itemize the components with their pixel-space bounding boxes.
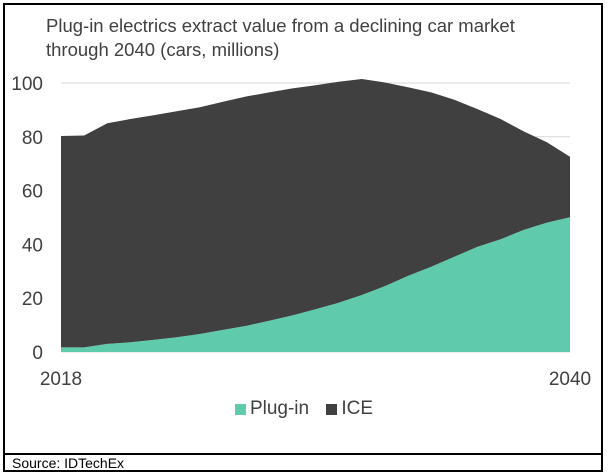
legend-item-plug-in: Plug-in — [234, 398, 310, 420]
y-tick-label: 60 — [22, 182, 43, 203]
chart-frame — [3, 3, 603, 472]
legend-label-ice: ICE — [341, 398, 374, 419]
y-tick-label: 100 — [11, 74, 43, 95]
area-ice — [61, 79, 570, 348]
source-divider — [3, 453, 603, 455]
x-axis: 2018 2040 — [40, 369, 591, 390]
y-axis: 0 20 40 60 80 100 — [11, 74, 43, 364]
area-plug-in — [61, 217, 570, 352]
legend: Plug-in ICE — [0, 398, 608, 421]
legend-item-ice: ICE — [326, 398, 373, 420]
legend-label-plug-in: Plug-in — [249, 398, 310, 419]
y-tick-label: 0 — [32, 343, 43, 364]
areas — [61, 79, 570, 352]
y-tick-label: 20 — [22, 289, 43, 310]
x-tick-label: 2040 — [549, 369, 591, 390]
x-tick-label: 2018 — [40, 369, 82, 390]
legend-swatch-ice — [326, 403, 338, 415]
legend-swatch-plug-in — [234, 403, 246, 415]
source-note: Source: IDTechEx — [12, 455, 125, 471]
y-tick-label: 80 — [22, 128, 43, 149]
y-tick-label: 40 — [22, 235, 43, 256]
chart-title: Plug-in electrics extract value from a d… — [46, 15, 515, 60]
